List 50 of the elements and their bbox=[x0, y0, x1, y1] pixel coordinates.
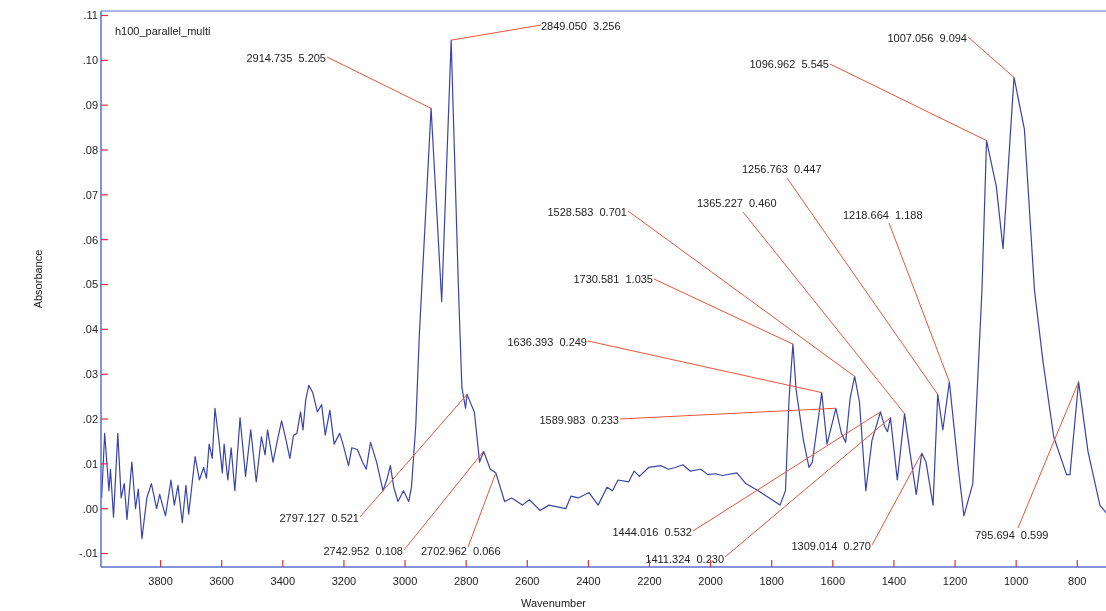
y-tick-label: .05 bbox=[82, 278, 98, 291]
x-tick-label: 800 bbox=[1068, 575, 1087, 587]
y-tick-label: .03 bbox=[82, 368, 98, 381]
x-tick-label: 3200 bbox=[331, 575, 357, 587]
x-tick-label: 2000 bbox=[698, 575, 723, 587]
x-tick-label: 1000 bbox=[1003, 575, 1029, 587]
annotation: 1636.393 0.249 bbox=[507, 336, 587, 348]
annotation: 2702.962 0.066 bbox=[421, 545, 501, 557]
annotation: 1218.664 1.188 bbox=[843, 209, 923, 221]
x-tick-label: 1200 bbox=[942, 575, 968, 587]
x-tick-label: 1600 bbox=[820, 575, 846, 587]
y-axis-title: Absorbance bbox=[32, 249, 44, 309]
x-axis-title: Wavenumber bbox=[520, 597, 587, 609]
x-tick-label: 2400 bbox=[576, 575, 601, 587]
y-tick-label: .06 bbox=[82, 233, 98, 246]
annotation: 1528.583 0.701 bbox=[547, 206, 627, 218]
y-tick-label: .07 bbox=[82, 188, 98, 201]
x-tick-label: 1400 bbox=[881, 575, 907, 587]
annotation: 1309.014 0.270 bbox=[791, 540, 871, 552]
annotation: 1365.227 0.460 bbox=[697, 197, 777, 209]
annotation: 2849.050 3.256 bbox=[541, 20, 621, 32]
annotation: 1256.763 0.447 bbox=[742, 163, 822, 175]
x-tick-label: 2600 bbox=[515, 575, 540, 587]
y-tick-label: .01 bbox=[82, 457, 98, 470]
annotation: 2797.127 0.521 bbox=[279, 512, 359, 524]
y-tick-label: .00 bbox=[82, 502, 98, 515]
annotation: 795.694 0.599 bbox=[975, 529, 1049, 541]
y-tick-label: .11 bbox=[83, 9, 98, 22]
annotation: 1096.962 5.545 bbox=[749, 58, 829, 70]
y-tick-label: .09 bbox=[82, 99, 98, 112]
annotation: 1411.324 0.230 bbox=[645, 553, 724, 565]
annotation: 1007.056 9.094 bbox=[887, 32, 967, 44]
annotation: 1444.016 0.532 bbox=[612, 526, 692, 538]
y-tick-label: .10 bbox=[82, 54, 98, 67]
y-tick-label: .02 bbox=[82, 412, 98, 425]
annotation: 2742.952 0.108 bbox=[323, 545, 403, 557]
x-tick-label: 3600 bbox=[209, 575, 234, 587]
annotation: 1730.581 1.035 bbox=[573, 273, 653, 285]
annotation: 2914.735 5.205 bbox=[246, 52, 326, 64]
x-tick-label: 3800 bbox=[148, 575, 173, 587]
x-tick-label: 1800 bbox=[759, 575, 784, 587]
annotation: 1589.983 0.233 bbox=[539, 414, 619, 426]
y-tick-label: .04 bbox=[82, 323, 98, 336]
x-tick-label: 2200 bbox=[637, 575, 662, 587]
x-tick-label: 3000 bbox=[392, 575, 418, 587]
y-tick-label: .08 bbox=[82, 143, 98, 156]
x-tick-label: 2800 bbox=[453, 575, 479, 587]
y-tick-label: -.01 bbox=[79, 547, 98, 560]
annotation: h100_parallel_multi bbox=[115, 25, 211, 37]
x-tick-label: 3400 bbox=[270, 575, 296, 587]
